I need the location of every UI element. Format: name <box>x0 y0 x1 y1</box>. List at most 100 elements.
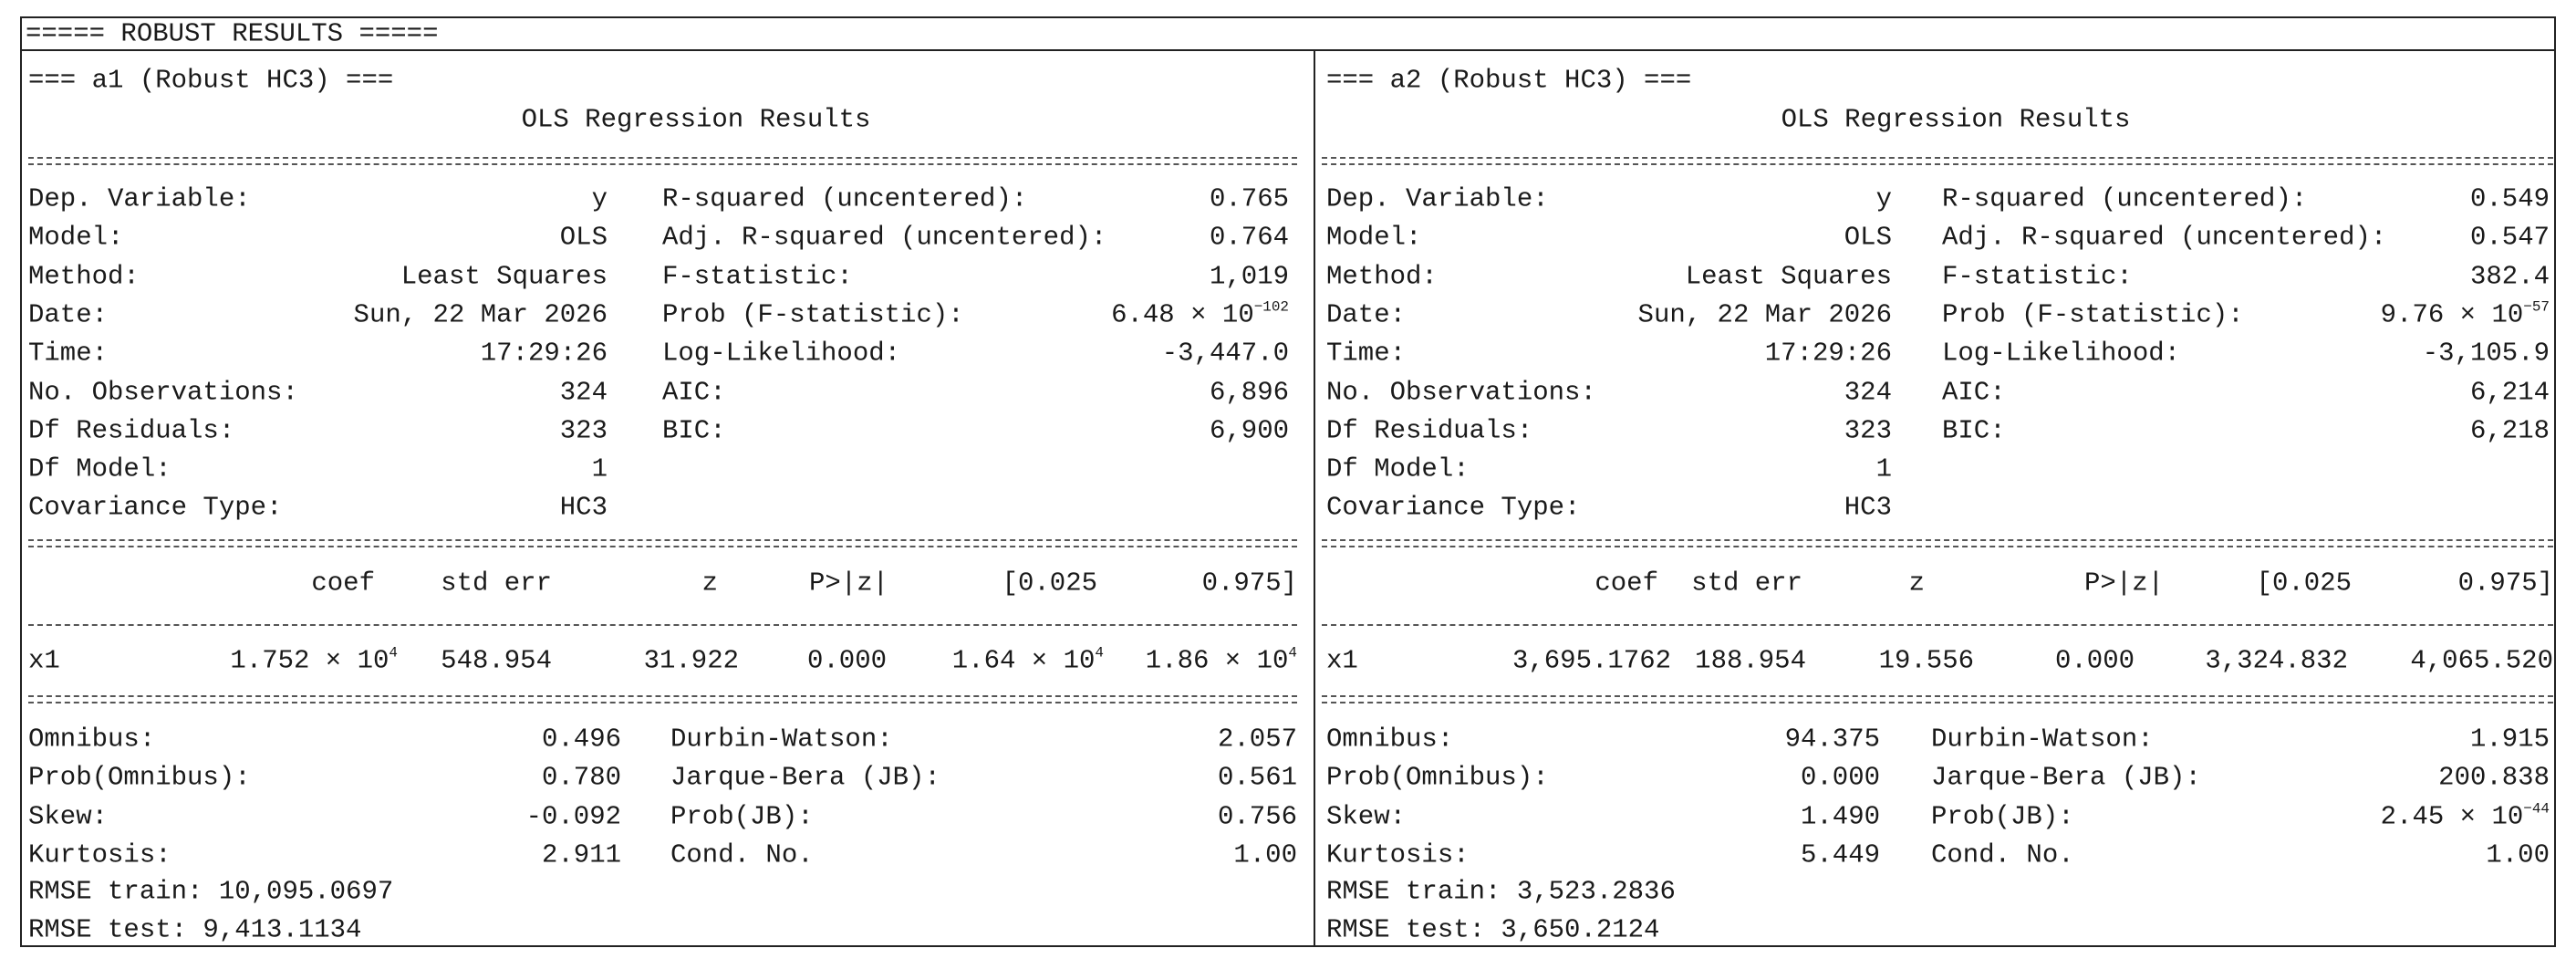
stat-label: Dep. Variable: <box>1326 183 1549 214</box>
diag-value: 0.000 <box>1800 762 1880 793</box>
stat-value: 6,214 <box>2469 377 2550 407</box>
stat-value: y <box>1875 183 1892 214</box>
stat-value: 323 <box>1844 415 1892 446</box>
coef-header: std err <box>441 568 552 599</box>
diag-value: 0.561 <box>1217 762 1297 793</box>
diag-label: Skew: <box>28 801 109 832</box>
stat-label: Date: <box>1326 299 1407 330</box>
coef-value: 0.000 <box>2054 645 2135 676</box>
stat-label: AIC: <box>1942 377 2006 407</box>
diag-label: Prob(Omnibus): <box>28 762 251 793</box>
coef-header: z <box>1908 568 1925 599</box>
diag-value: 0.496 <box>541 724 621 755</box>
stat-value: HC3 <box>1844 492 1892 523</box>
diag-value: 5.449 <box>1800 839 1880 870</box>
stat-value: 6.48 × 10−102 <box>1111 299 1289 330</box>
page-header: ===== ROBUST RESULTS ===== <box>26 18 439 49</box>
stat-label: Dep. Variable: <box>28 183 251 214</box>
coef-header: 0.975] <box>2457 568 2553 599</box>
stat-label: No. Observations: <box>28 377 298 407</box>
coef-value: 3,695.1762 <box>1511 645 1671 676</box>
header-rule <box>20 49 2556 51</box>
stat-value: 9.76 × 10−57 <box>2381 299 2550 328</box>
double-rule <box>1322 695 2553 703</box>
stat-label: Method: <box>28 261 140 292</box>
stat-label: BIC: <box>662 415 726 446</box>
coef-variable: x1 <box>1326 645 1358 676</box>
coef-variable: x1 <box>28 645 60 676</box>
stat-value: 6,218 <box>2469 415 2550 446</box>
diag-value: -0.092 <box>525 801 621 832</box>
diag-value: 2.057 <box>1217 724 1297 755</box>
diag-label: Omnibus: <box>28 724 156 755</box>
stat-label: F-statistic: <box>1942 261 2133 292</box>
stat-label: Df Model: <box>1326 453 1470 484</box>
diag-value: 0.756 <box>1217 801 1297 832</box>
coef-value: 188.954 <box>1695 645 1806 676</box>
diag-value: 1.00 <box>1233 839 1297 870</box>
diag-label: Cond. No. <box>670 839 814 870</box>
panel-title: === a1 (Robust HC3) === <box>28 65 394 96</box>
stat-label: Adj. R-squared (uncentered): <box>1942 222 2387 253</box>
stat-value: OLS <box>559 222 608 253</box>
diag-value: 0.780 <box>541 762 621 793</box>
stat-label: Prob (F-statistic): <box>1942 299 2244 330</box>
coef-header: 0.975] <box>1201 568 1297 599</box>
panel-subtitle: OLS Regression Results <box>521 104 871 135</box>
stat-label: Log-Likelihood: <box>1942 338 2181 369</box>
stat-value: 6,896 <box>1209 377 1289 407</box>
stat-value: 1 <box>1875 453 1892 484</box>
diag-label: Prob(JB): <box>1931 801 2074 832</box>
stat-value: 324 <box>559 377 608 407</box>
stat-value: -3,447.0 <box>1161 338 1289 369</box>
diag-label: Kurtosis: <box>1326 839 1470 870</box>
stat-label: Covariance Type: <box>1326 492 1581 523</box>
stat-label: Method: <box>1326 261 1438 292</box>
coef-header: P>|z| <box>808 568 888 599</box>
double-rule <box>1322 157 2553 165</box>
stat-label: BIC: <box>1942 415 2006 446</box>
diag-value: 94.375 <box>1784 724 1880 755</box>
diag-value: 1.00 <box>2486 839 2550 870</box>
coef-value: 19.556 <box>1878 645 1974 676</box>
stat-value: 0.764 <box>1209 222 1289 253</box>
stat-value: 17:29:26 <box>480 338 608 369</box>
rmse-line: RMSE test: 3,650.2124 <box>1326 914 1660 945</box>
coef-header: P>|z| <box>2083 568 2164 599</box>
stat-value: 323 <box>559 415 608 446</box>
value-exponent: 4 <box>1095 644 1104 662</box>
stat-label: Covariance Type: <box>28 492 283 523</box>
stat-label: No. Observations: <box>1326 377 1596 407</box>
stat-value: Least Squares <box>400 261 608 292</box>
dashed-rule <box>1322 624 2553 626</box>
diag-label: Kurtosis: <box>28 839 171 870</box>
coef-header: [0.025 <box>1002 568 1097 599</box>
stat-value: 1 <box>591 453 608 484</box>
coef-header: coef <box>1594 568 1658 599</box>
stat-label: Model: <box>28 222 124 253</box>
panel-divider <box>1314 49 1315 947</box>
stat-label: Adj. R-squared (uncentered): <box>662 222 1107 253</box>
panel: === a1 (Robust HC3) === OLS Regression Re… <box>20 0 1314 969</box>
stat-label: F-statistic: <box>662 261 853 292</box>
rmse-line: RMSE test: 9,413.1134 <box>28 914 362 945</box>
stat-label: Df Model: <box>28 453 171 484</box>
stat-label: Prob (F-statistic): <box>662 299 964 330</box>
diag-value: 2.45 × 10−44 <box>2381 801 2550 829</box>
stat-value: 324 <box>1844 377 1892 407</box>
panel: === a2 (Robust HC3) === OLS Regression Re… <box>1314 0 2558 969</box>
value-exponent: 4 <box>389 644 398 662</box>
coef-value: 1.64 × 104 <box>951 644 1104 676</box>
stat-value: -3,105.9 <box>2422 338 2550 369</box>
diag-label: Durbin-Watson: <box>1931 724 2154 755</box>
diag-label: Prob(Omnibus): <box>1326 762 1549 793</box>
stat-label: R-squared (uncentered): <box>1942 183 2308 214</box>
stat-value: 6,900 <box>1209 415 1289 446</box>
stat-value: Least Squares <box>1685 261 1892 292</box>
rmse-line: RMSE train: 10,095.0697 <box>28 876 394 907</box>
value-base: 6.48 × 10 <box>1111 299 1254 330</box>
coef-value: 1.86 × 104 <box>1146 646 1297 674</box>
value-base: 1.64 × 10 <box>951 645 1096 676</box>
diag-value: 200.838 <box>2438 762 2550 793</box>
